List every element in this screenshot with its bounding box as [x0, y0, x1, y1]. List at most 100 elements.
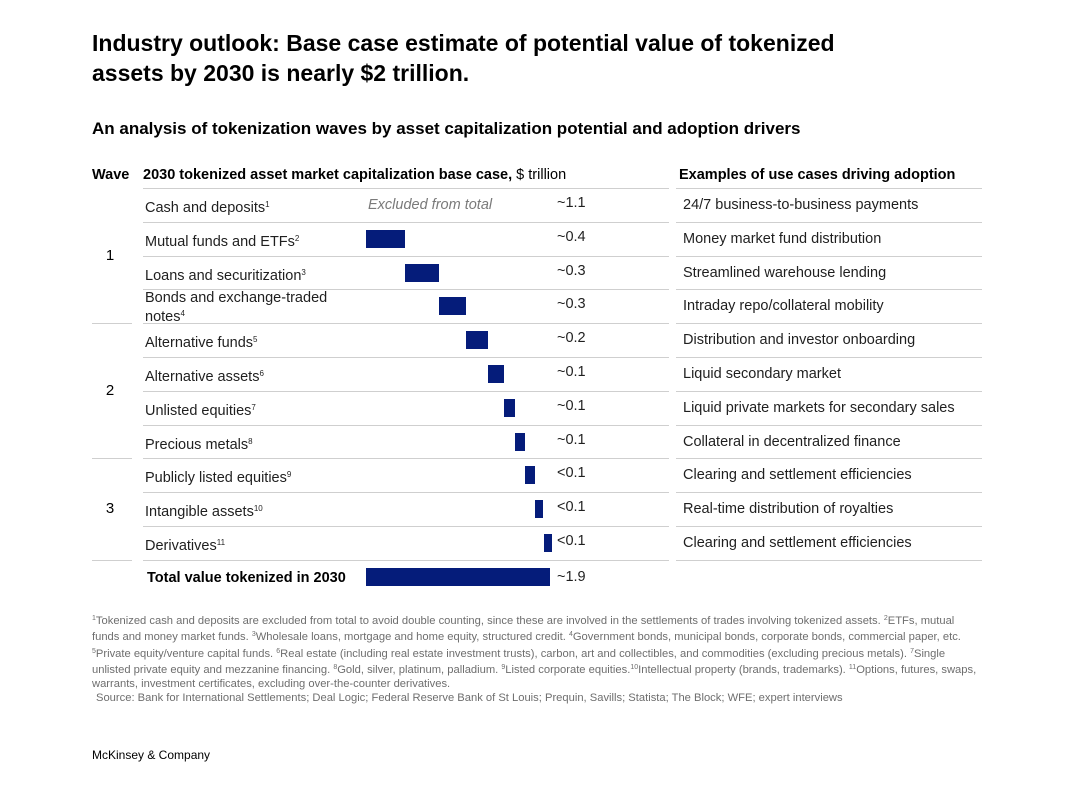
use-case: Collateral in decentralized finance	[683, 433, 901, 450]
wave-rule	[92, 323, 132, 325]
footnote-item: Options, futures, swaps, warrants, inves…	[92, 663, 977, 691]
row-value: ~1.1	[557, 194, 586, 211]
footnote-ref: 11	[848, 663, 857, 671]
chart-title: Industry outlook: Base case estimate of …	[92, 30, 835, 86]
footnote-item: Tokenized cash and deposits are excluded…	[95, 615, 881, 627]
row-rule	[143, 559, 669, 561]
row-rule	[676, 526, 982, 527]
row-rule	[676, 424, 982, 426]
footnotes: 1Tokenized cash and deposits are exclude…	[92, 612, 982, 706]
brand-logo: McKinsey & Company	[92, 748, 211, 762]
use-case: Intraday repo/collateral mobility	[683, 298, 884, 315]
row-label: Unlisted equities7	[145, 400, 365, 419]
row-rule	[143, 458, 669, 460]
waterfall-bar	[515, 432, 526, 451]
footnote-ref: 7	[910, 647, 914, 655]
row-value: <0.1	[557, 499, 586, 516]
row-rule	[143, 221, 669, 223]
waterfall-bar	[503, 398, 516, 417]
row-label-text: Intangible assets	[145, 504, 254, 521]
footnote-ref: 2	[883, 615, 888, 622]
footnote-ref: 3	[301, 267, 306, 277]
row-value: ~0.1	[557, 363, 586, 380]
row-label: Alternative funds5	[145, 332, 365, 351]
use-case: 24/7 business-to-business payments	[683, 196, 919, 213]
row-rule	[143, 424, 669, 426]
row-value: ~0.1	[557, 431, 586, 448]
row-rule	[676, 458, 982, 460]
row-label-text: Alternative assets	[145, 368, 260, 385]
footnote-item: Real estate (including real estate inves…	[280, 647, 911, 660]
footnote-item: ETFs, mutual funds and money market fund…	[92, 615, 955, 644]
row-value: ~0.1	[557, 397, 586, 414]
footnote-ref: 8	[333, 663, 338, 671]
wave-number: 3	[105, 500, 115, 518]
footnote-item: Listed corporate equities.	[505, 663, 631, 676]
footnote-ref: 10	[630, 663, 639, 671]
footnote-item: Private equity/venture capital funds.	[95, 647, 277, 660]
row-label-text: Precious metals	[145, 436, 249, 453]
header-market-cap: 2030 tokenized asset market capitalizati…	[143, 167, 566, 183]
footnote-ref: 7	[251, 402, 256, 412]
footnote-ref: 1	[265, 199, 270, 209]
footnote-ref: 11	[216, 537, 226, 547]
row-label: Derivatives11	[145, 535, 365, 554]
footnote-ref: 6	[259, 368, 264, 378]
header-market-cap-title: 2030 tokenized asset market capitalizati…	[143, 167, 513, 183]
row-label: Cash and deposits1	[145, 197, 365, 216]
row-label-text: Alternative funds	[145, 335, 254, 352]
total-bar	[366, 568, 551, 586]
row-label: Alternative assets6	[145, 366, 365, 385]
footnote-ref: 4	[180, 309, 185, 319]
footnote-item: Intellectual property (brands, trademark…	[638, 663, 849, 676]
row-rule	[143, 323, 669, 325]
row-rule	[676, 357, 982, 358]
footnote-item: Gold, silver, platinum, palladium.	[337, 663, 502, 676]
footnote-item: Single unlisted private equity and mezza…	[92, 647, 946, 676]
row-value: ~0.4	[557, 228, 586, 245]
total-label: Total value tokenized in 2030	[147, 570, 346, 586]
row-label: Loans and securitization3	[145, 265, 365, 284]
row-rule	[676, 492, 982, 494]
row-label: Intangible assets10	[145, 501, 365, 520]
wave-number: 1	[105, 246, 115, 264]
row-label-text: Bonds and exchange-traded notes	[145, 290, 328, 326]
chart-subtitle: An analysis of tokenization waves by ass…	[92, 119, 801, 138]
footnote-ref: 5	[92, 647, 96, 655]
use-case: Liquid private markets for secondary sal…	[683, 399, 955, 416]
wave-number: 2	[105, 381, 115, 399]
row-value: <0.1	[557, 465, 586, 482]
source-note: Source: Bank for International Settlemen…	[96, 692, 843, 705]
footnote-ref: 2	[294, 233, 300, 243]
footnote-text: 1Tokenized cash and deposits are exclude…	[92, 612, 982, 691]
header-wave: Wave	[92, 167, 130, 183]
header-rule	[676, 188, 982, 189]
footnote-ref: 5	[253, 335, 258, 345]
row-rule	[143, 357, 669, 358]
use-case: Clearing and settlement efficiencies	[683, 467, 912, 484]
row-rule	[676, 323, 982, 325]
row-value: <0.1	[557, 532, 586, 549]
row-rule	[676, 559, 982, 561]
waterfall-bar	[465, 331, 489, 350]
footnote-item: Wholesale loans, mortgage and home equit…	[255, 631, 569, 644]
row-rule	[143, 255, 669, 257]
footnote-ref: 9	[286, 470, 292, 480]
row-label: Precious metals8	[145, 434, 365, 453]
waterfall-bar	[404, 263, 439, 282]
row-rule	[143, 289, 669, 291]
use-case: Real-time distribution of royalties	[683, 501, 894, 518]
waterfall-bar	[534, 500, 544, 519]
row-label: Bonds and exchange-traded notes4	[145, 291, 365, 325]
waterfall-bar	[488, 364, 504, 383]
row-rule	[676, 289, 982, 291]
footnote-ref: 1	[92, 615, 96, 622]
row-rule	[676, 221, 982, 223]
row-label: Mutual funds and ETFs2	[145, 231, 365, 250]
use-case: Streamlined warehouse lending	[683, 264, 887, 281]
row-label-text: Unlisted equities	[145, 402, 252, 419]
waterfall-bar	[438, 297, 466, 316]
row-label-text: Publicly listed equities	[145, 470, 287, 487]
footnote-ref: 3	[251, 631, 256, 639]
footnote-ref: 4	[568, 631, 573, 639]
